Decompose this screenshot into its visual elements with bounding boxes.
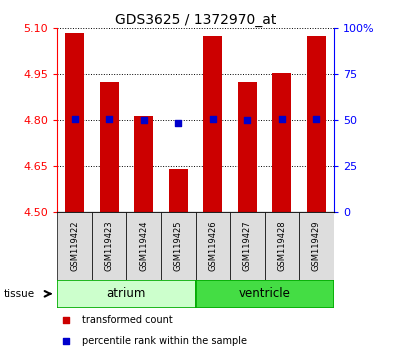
Text: transformed count: transformed count [82,315,173,325]
Text: GSM119424: GSM119424 [139,221,148,271]
Text: GSM119429: GSM119429 [312,221,321,271]
Point [106,116,112,122]
Bar [230,212,265,280]
Bar [126,212,161,280]
Point [71,116,78,122]
Bar [203,36,222,212]
Point [210,116,216,122]
Text: tissue: tissue [4,289,35,299]
Bar [196,212,230,280]
Text: GSM119425: GSM119425 [174,221,183,271]
Point [313,116,320,122]
Text: GSM119422: GSM119422 [70,221,79,271]
Point [175,121,181,126]
Bar [65,33,84,212]
Text: GSM119423: GSM119423 [105,221,114,272]
Bar [57,212,92,280]
Bar [100,82,118,212]
Title: GDS3625 / 1372970_at: GDS3625 / 1372970_at [115,13,276,27]
Text: percentile rank within the sample: percentile rank within the sample [82,336,247,346]
Bar [134,116,153,212]
Bar [273,73,292,212]
Point [62,338,69,344]
Text: atrium: atrium [107,287,146,300]
Bar [92,212,126,280]
Text: GSM119428: GSM119428 [277,221,286,272]
Text: GSM119427: GSM119427 [243,221,252,272]
Text: ventricle: ventricle [239,287,291,300]
Bar [299,212,334,280]
Bar [307,36,326,212]
Bar [57,280,196,308]
Text: GSM119426: GSM119426 [208,221,217,272]
Bar [196,280,334,308]
Bar [265,212,299,280]
Point [141,118,147,123]
Point [244,118,250,123]
Point [62,317,69,323]
Bar [238,82,257,212]
Bar [169,170,188,212]
Point [279,116,285,122]
Bar [161,212,196,280]
